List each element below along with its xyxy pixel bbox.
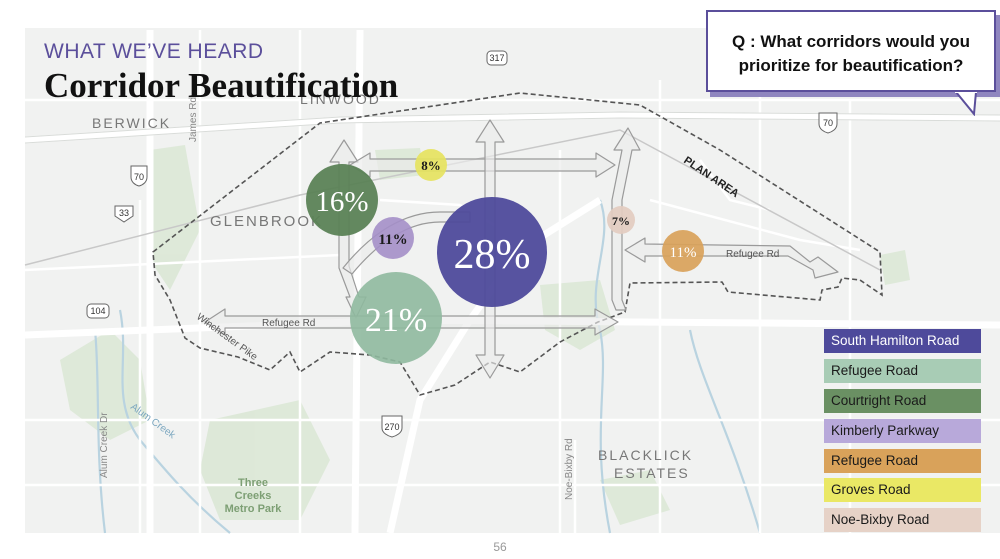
shield-270-text: 270 bbox=[384, 422, 399, 432]
label-james-rd: James Rd bbox=[188, 97, 199, 142]
label-refugee-rd-west: Refugee Rd bbox=[262, 318, 315, 329]
label-park-creeks: Creeks bbox=[235, 490, 272, 502]
bubble-groves-label: 8% bbox=[421, 158, 441, 173]
bubble-south-hamilton: 28% bbox=[437, 197, 547, 307]
question-callout: Q : What corridors would you prioritize … bbox=[706, 10, 996, 92]
question-line-2: prioritize for beautification? bbox=[738, 56, 964, 75]
label-alum-creek-dr: Alum Creek Dr bbox=[99, 412, 110, 478]
legend-item-courtright: Courtright Road bbox=[824, 389, 981, 413]
bubble-courtright: 16% bbox=[306, 164, 378, 236]
label-park-metro: Metro Park bbox=[225, 503, 283, 515]
bubble-south-hamilton-label: 28% bbox=[454, 232, 531, 278]
bubble-refugee-east: 11% bbox=[662, 230, 704, 272]
legend-item-kimberly: Kimberly Parkway bbox=[824, 419, 981, 443]
label-glenbrook: GLENBROOK bbox=[210, 213, 323, 230]
page-number: 56 bbox=[493, 540, 507, 554]
bubble-kimberly-label: 11% bbox=[378, 232, 407, 248]
plan-area-boundary bbox=[152, 92, 883, 396]
section-kicker: WHAT WE’VE HEARD bbox=[44, 40, 264, 63]
bubble-refugee-west: 21% bbox=[350, 272, 442, 364]
percentage-bubbles: 28% 21% 16% 11% 11% 8% 7% bbox=[306, 149, 704, 364]
label-refugee-rd-east: Refugee Rd bbox=[726, 249, 779, 260]
label-park-three: Three bbox=[238, 477, 268, 489]
label-linwood: LINWOOD bbox=[300, 91, 381, 107]
bubble-south-hamilton-circle bbox=[437, 197, 547, 307]
bubble-noe-bixby-label: 7% bbox=[612, 214, 630, 228]
bubble-groves-circle bbox=[415, 149, 447, 181]
arrow-noe-bixby bbox=[611, 127, 641, 311]
shield-70-east-icon: 70 bbox=[818, 112, 838, 134]
bubble-refugee-west-label: 21% bbox=[365, 302, 427, 339]
bubble-kimberly: 11% bbox=[372, 217, 414, 259]
label-blacklick-estates: ESTATES bbox=[614, 465, 690, 481]
bubble-courtright-circle bbox=[306, 164, 378, 236]
shield-70-east-text: 70 bbox=[823, 118, 833, 128]
shield-70-west-text: 70 bbox=[134, 172, 144, 182]
bubble-kimberly-circle bbox=[372, 217, 414, 259]
shield-270-icon: 270 bbox=[381, 415, 403, 438]
route-shields: 317 70 33 104 270 70 bbox=[86, 50, 838, 438]
legend-item-refugee-road-east: Refugee Road bbox=[824, 449, 981, 473]
bubble-noe-bixby: 7% bbox=[607, 206, 635, 234]
shield-33-icon: 33 bbox=[114, 205, 134, 223]
shield-104-icon: 104 bbox=[86, 303, 110, 319]
legend-item-noe-bixby: Noe-Bixby Road bbox=[824, 508, 981, 532]
label-berwick: BERWICK bbox=[92, 115, 171, 131]
callout-tail-icon bbox=[954, 92, 978, 116]
legend-item-groves: Groves Road bbox=[824, 478, 981, 502]
shield-33-text: 33 bbox=[119, 208, 129, 218]
bubble-refugee-east-circle bbox=[662, 230, 704, 272]
shield-104-text: 104 bbox=[90, 306, 105, 316]
page-title: Corridor Beautification bbox=[44, 66, 399, 105]
legend-item-refugee-road: Refugee Road bbox=[824, 359, 981, 383]
bubble-noe-bixby-circle bbox=[607, 206, 635, 234]
shield-317-icon: 317 bbox=[486, 50, 508, 66]
label-blacklick: BLACKLICK bbox=[598, 447, 693, 463]
shield-317-text: 317 bbox=[489, 53, 504, 63]
label-noe-bixby-rd: Noe-Bixby Rd bbox=[564, 438, 575, 500]
shield-70-west-icon: 70 bbox=[130, 165, 148, 187]
question-line-1: Q : What corridors would you bbox=[732, 32, 970, 51]
legend-item-south-hamilton: South Hamilton Road bbox=[824, 329, 981, 353]
bubble-refugee-west-circle bbox=[350, 272, 442, 364]
bubble-refugee-east-label: 11% bbox=[670, 245, 697, 261]
bubble-courtright-label: 16% bbox=[315, 186, 368, 218]
bubble-groves: 8% bbox=[415, 149, 447, 181]
major-road-casings bbox=[24, 111, 1000, 144]
